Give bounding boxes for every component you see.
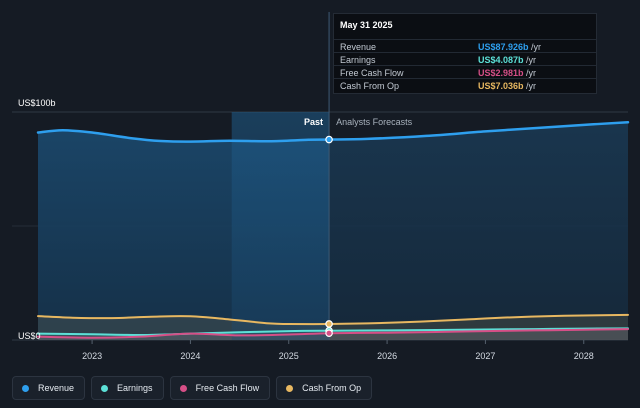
y-axis-zero-label: US$0 [18,331,41,341]
highlight-band [231,112,330,340]
tooltip-label: Earnings [340,55,376,65]
cash-from-op-dot-icon [286,384,294,392]
free-cash-flow-marker [325,329,333,338]
tooltip-value: US$2.981b /yr [478,68,537,78]
forecast-label: Analysts Forecasts [336,117,413,127]
legend-item-revenue[interactable]: Revenue [12,376,86,400]
tooltip-row-earnings: Earnings US$4.087b /yr [334,52,596,65]
tooltip-value: US$4.087b /yr [478,55,537,65]
legend-item-earnings[interactable]: Earnings [91,376,164,400]
x-tick-label: 2025 [279,351,299,361]
x-tick-label: 2026 [377,351,397,361]
tooltip-label: Revenue [340,42,377,52]
tooltip-date: May 31 2025 [340,20,393,30]
legend-item-free-cash-flow[interactable]: Free Cash Flow [169,376,271,400]
past-label: Past [304,117,323,127]
x-tick-label: 2024 [180,351,200,361]
free-cash-flow-dot-icon [179,384,187,392]
revenue-area-forecast [329,122,628,340]
x-tick-label: 2023 [82,351,102,361]
tooltip-label: Cash From Op [340,81,400,91]
tooltip-value: US$87.926b /yr [478,42,542,52]
chart-legend: Revenue Earnings Free Cash Flow Cash Fro… [12,376,373,400]
tooltip-value: US$7.036b /yr [478,81,537,91]
y-axis-max-label: US$100b [18,98,56,108]
x-tick-label: 2028 [574,351,594,361]
tooltip-row-cash-from-op: Cash From Op US$7.036b /yr [334,78,596,91]
cash-from-op-marker [325,320,333,328]
hover-tooltip: May 31 2025 Revenue US$87.926b /yr Earni… [333,13,597,94]
x-tick-label: 2027 [475,351,495,361]
tooltip-row-free-cash-flow: Free Cash Flow US$2.981b /yr [334,65,596,78]
legend-label: Cash From Op [302,383,362,393]
tooltip-label: Free Cash Flow [340,68,404,78]
cash-from-op-line [37,313,629,326]
revenue-line [36,121,630,143]
revenue-marker [325,135,333,144]
legend-label: Earnings [117,383,153,393]
tooltip-row-revenue: Revenue US$87.926b /yr [334,39,596,52]
legend-label: Revenue [38,383,75,393]
legend-label: Free Cash Flow [195,383,260,393]
earnings-dot-icon [101,384,109,392]
legend-item-cash-from-op[interactable]: Cash From Op [276,376,373,400]
revenue-dot-icon [22,384,29,392]
